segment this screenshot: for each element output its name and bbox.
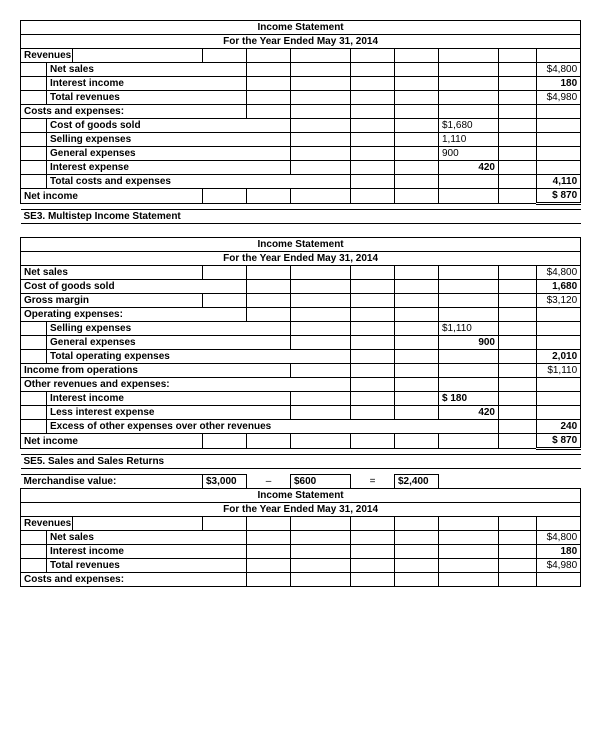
s2-less-int-v: 420 <box>439 406 499 420</box>
s2-cogs: Cost of goods sold <box>21 280 247 294</box>
net-sales-value: $4,800 <box>537 63 581 77</box>
s2-selling: Selling expenses <box>47 322 291 336</box>
period-1: For the Year Ended May 31, 2014 <box>21 35 581 49</box>
s4-net-sales: Net sales <box>47 531 247 545</box>
total-costs-value: 4,110 <box>537 175 581 189</box>
eq-sign: = <box>351 475 395 489</box>
net-income-label: Net income <box>21 189 203 204</box>
s2-net-sales: Net sales <box>21 266 203 280</box>
s2-total-opex: Total operating expenses <box>47 350 351 364</box>
s4-revenues: Revenues: <box>21 517 73 531</box>
period-2: For the Year Ended May 31, 2014 <box>21 252 581 266</box>
s2-other: Other revenues and expenses: <box>21 378 351 392</box>
general-label: General expenses <box>47 147 291 161</box>
s2-less-int: Less interest expense <box>47 406 291 420</box>
s2-cogs-v: 1,680 <box>537 280 581 294</box>
total-revenues-label: Total revenues <box>47 91 247 105</box>
s2-general-v: 900 <box>439 336 499 350</box>
title-1: Income Statement <box>21 21 581 35</box>
s2-opex: Operating expenses: <box>21 308 247 322</box>
title-3: Income Statement <box>21 489 581 503</box>
total-costs-label: Total costs and expenses <box>47 175 351 189</box>
s4-net-sales-v: $4,800 <box>537 531 581 545</box>
s4-int-inc-v: 180 <box>537 545 581 559</box>
int-exp-value: 420 <box>439 161 499 175</box>
s2-general: General expenses <box>47 336 291 350</box>
s2-net-income: Net income <box>21 434 203 449</box>
period-3: For the Year Ended May 31, 2014 <box>21 503 581 517</box>
merch-v2: $600 <box>291 475 351 489</box>
interest-income-label: Interest income <box>47 77 247 91</box>
se5-title: SE5. Sales and Sales Returns <box>21 455 581 469</box>
cogs-label: Cost of goods sold <box>47 119 291 133</box>
net-sales-label: Net sales <box>47 63 247 77</box>
selling-value: 1,110 <box>439 133 499 147</box>
s2-total-opex-v: 2,010 <box>537 350 581 364</box>
title-2: Income Statement <box>21 238 581 252</box>
revenues-label: Revenues: <box>21 49 73 63</box>
s4-total-rev-v: $4,980 <box>537 559 581 573</box>
merch-v3: $2,400 <box>395 475 439 489</box>
s2-gross-v: $3,120 <box>537 294 581 308</box>
s2-excess: Excess of other expenses over other reve… <box>47 420 499 434</box>
interest-income-value: 180 <box>537 77 581 91</box>
s2-int-inc: Interest income <box>47 392 291 406</box>
cogs-value: $1,680 <box>439 119 499 133</box>
general-value: 900 <box>439 147 499 161</box>
s4-int-inc: Interest income <box>47 545 247 559</box>
merch-v1: $3,000 <box>203 475 247 489</box>
s2-net-sales-v: $4,800 <box>537 266 581 280</box>
int-exp-label: Interest expense <box>47 161 291 175</box>
s2-selling-v: $1,110 <box>439 322 499 336</box>
costs-label: Costs and expenses: <box>21 105 247 119</box>
s2-gross: Gross margin <box>21 294 203 308</box>
s2-int-inc-v: $ 180 <box>439 392 499 406</box>
merch-label: Merchandise value: <box>21 475 203 489</box>
se3-title: SE3. Multistep Income Statement <box>21 210 581 224</box>
s2-inc-ops-v: $1,110 <box>537 364 581 378</box>
s4-costs: Costs and expenses: <box>21 573 247 587</box>
s2-excess-v: 240 <box>537 420 581 434</box>
minus-sign: – <box>247 475 291 489</box>
s2-inc-ops: Income from operations <box>21 364 291 378</box>
selling-label: Selling expenses <box>47 133 291 147</box>
net-income-value: $ 870 <box>537 189 581 204</box>
s2-net-income-v: $ 870 <box>537 434 581 449</box>
income-statement-table: Income Statement For the Year Ended May … <box>20 20 581 587</box>
s4-total-rev: Total revenues <box>47 559 247 573</box>
total-revenues-value: $4,980 <box>537 91 581 105</box>
